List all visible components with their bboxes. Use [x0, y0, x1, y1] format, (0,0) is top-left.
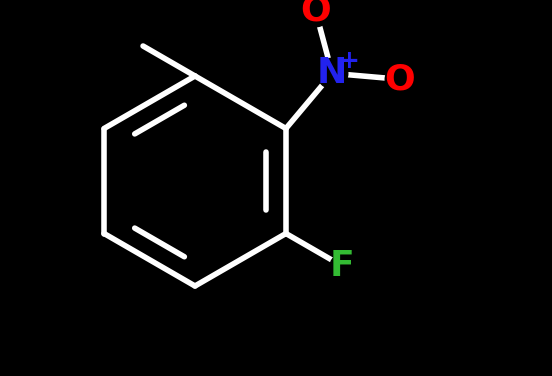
Text: −: −: [322, 0, 345, 12]
Text: O: O: [300, 0, 331, 27]
Text: O: O: [385, 62, 415, 96]
Text: +: +: [339, 49, 360, 73]
Text: N: N: [317, 56, 347, 90]
Text: F: F: [330, 249, 354, 283]
